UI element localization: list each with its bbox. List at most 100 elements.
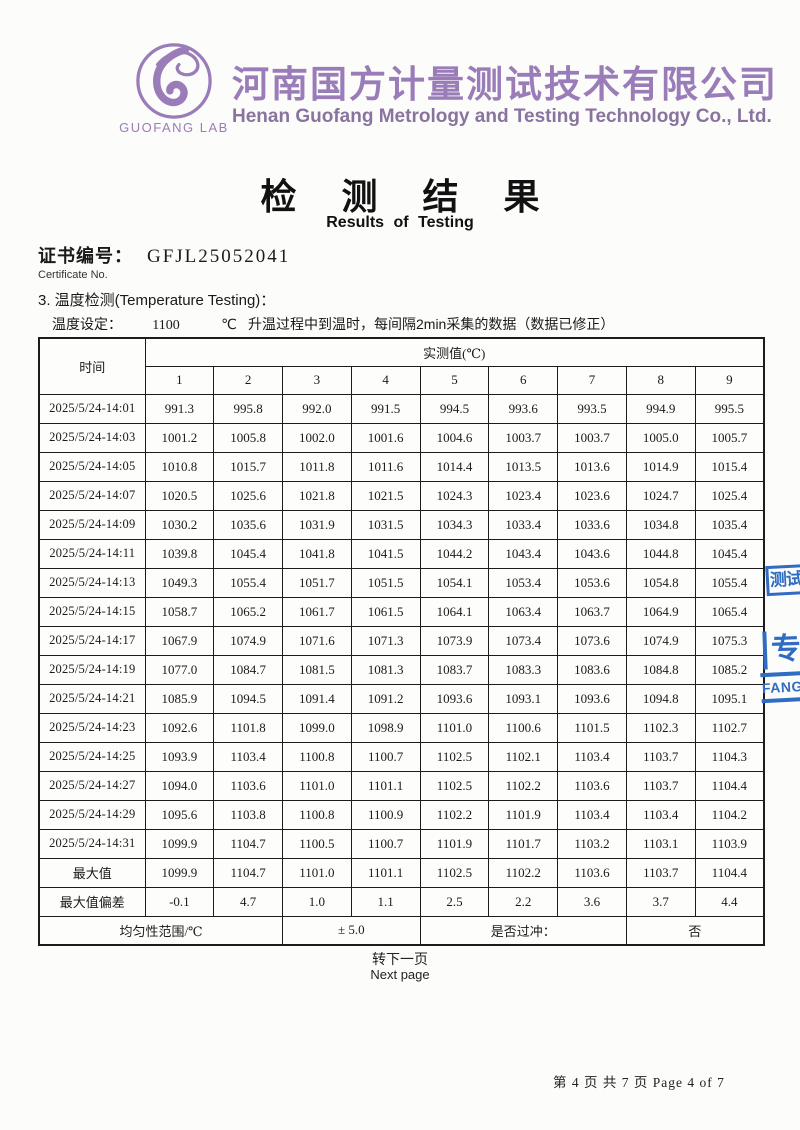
row-time: 2025/5/24-14:17 (38, 625, 146, 656)
measured-value-cell: 1055.4 (694, 567, 765, 598)
setting-unit: ℃ (221, 316, 237, 332)
measured-value-cell: 1074.9 (625, 625, 696, 656)
measured-value-cell: 991.3 (144, 393, 215, 424)
measured-value-cell: 1053.6 (557, 567, 627, 598)
measured-value-cell: 1103.6 (557, 857, 627, 888)
measured-value-cell: 1071.6 (282, 625, 352, 656)
measured-value-cell: 1102.5 (419, 741, 490, 772)
channel-header: 3 (282, 365, 352, 395)
data-row: 2025/5/24-14:07 1020.5 1025.6 1021.8 1021.5 1… (38, 480, 765, 511)
measured-value-cell: 1099.9 (144, 857, 215, 888)
measured-value-cell: 1104.3 (694, 741, 765, 772)
measured-value-cell: 1074.9 (213, 625, 284, 656)
data-row: 2025/5/24-14:29 1095.6 1103.8 1100.8 1100.9 1… (38, 799, 765, 830)
measured-value-cell: 1055.4 (213, 567, 284, 598)
setting-label: 温度设定： (52, 316, 122, 332)
measured-value-cell: 1065.2 (213, 596, 284, 627)
measured-value-cell: 994.5 (419, 393, 490, 424)
seal-fragment-zhuan: 专 (762, 630, 800, 670)
measured-value-cell: 1103.9 (694, 828, 765, 859)
measured-value-cell: 1100.5 (282, 828, 352, 859)
measured-value-cell: 1063.7 (557, 596, 627, 627)
measured-value-cell: 1103.7 (625, 741, 696, 772)
measured-value-cell: 1099.0 (282, 712, 352, 743)
measured-value-cell: 1085.9 (144, 683, 215, 714)
measured-value-cell: 1058.7 (144, 596, 215, 627)
certificate-label: 证书编号： (38, 246, 133, 266)
measured-value-cell: 1100.9 (350, 799, 421, 830)
measured-value-cell: 1073.6 (557, 625, 627, 656)
page-subtitle: Results of Testing (326, 214, 474, 231)
data-row: 2025/5/24-14:05 1010.8 1015.7 1011.8 1011.6 1… (38, 451, 765, 482)
measured-value-cell: 993.5 (557, 393, 627, 424)
measured-value-cell: 1099.9 (144, 828, 215, 859)
measured-value-cell: 1061.7 (282, 596, 352, 627)
row-time: 2025/5/24-14:21 (38, 683, 146, 714)
measured-value-cell: 1025.4 (694, 480, 765, 511)
measured-value-cell: 1101.0 (282, 857, 352, 888)
measured-value-cell: 4.4 (694, 886, 765, 917)
measured-value-cell: 995.8 (213, 393, 284, 424)
measured-value-cell: 1010.8 (144, 451, 215, 482)
measured-value-cell: 1083.3 (488, 654, 559, 685)
overshoot-value: 否 (625, 915, 765, 946)
row-time: 2025/5/24-14:09 (38, 509, 146, 540)
measured-value-cell: 1041.5 (350, 538, 421, 569)
page-title: 检 测 结 果 (260, 177, 558, 217)
measured-value-cell: 1024.3 (419, 480, 490, 511)
measured-value-cell: 1101.1 (350, 770, 421, 801)
measured-value-cell: 1094.5 (213, 683, 284, 714)
measured-value-cell: 1045.4 (213, 538, 284, 569)
measured-value-cell: -0.1 (144, 886, 215, 917)
company-logo: GUOFANG LAB (112, 40, 236, 135)
measured-value-cell: 1103.7 (625, 770, 696, 801)
next-page-note-en: Next page (370, 967, 430, 982)
overshoot-label: 是否过冲： (419, 915, 627, 946)
measured-value-cell: 1104.7 (213, 828, 284, 859)
measured-value-cell: 1093.6 (419, 683, 490, 714)
data-row: 2025/5/24-14:13 1049.3 1055.4 1051.7 1051.5 1… (38, 567, 765, 598)
measured-value-cell: 1103.8 (213, 799, 284, 830)
measured-value-cell: 1084.8 (625, 654, 696, 685)
measured-value-cell: 1053.4 (488, 567, 559, 598)
certificate-label-en: Certificate No. (38, 269, 108, 281)
measured-value-cell: 1003.7 (557, 422, 627, 453)
measured-value-cell: 1102.1 (488, 741, 559, 772)
measured-value-cell: 1103.1 (625, 828, 696, 859)
measured-value-cell: 1100.6 (488, 712, 559, 743)
measured-value-cell: 1102.2 (419, 799, 490, 830)
measured-value-cell: 1075.3 (694, 625, 765, 656)
measured-value-cell: 1073.4 (488, 625, 559, 656)
measured-value-cell: 1043.4 (488, 538, 559, 569)
data-row: 2025/5/24-14:17 1067.9 1074.9 1071.6 1071.3 1… (38, 625, 765, 656)
measured-value-cell: 1001.6 (350, 422, 421, 453)
data-row: 2025/5/24-14:27 1094.0 1103.6 1101.0 1101.1 1… (38, 770, 765, 801)
measured-value-cell: 1005.8 (213, 422, 284, 453)
measured-value-cell: 1101.0 (282, 770, 352, 801)
measured-value-cell: 991.5 (350, 393, 421, 424)
measured-value-cell: 1015.7 (213, 451, 284, 482)
row-time: 2025/5/24-14:23 (38, 712, 146, 743)
data-row: 2025/5/24-14:09 1030.2 1035.6 1031.9 1031.5 1… (38, 509, 765, 540)
measured-value-cell: 1014.4 (419, 451, 490, 482)
measured-value-cell: 1013.6 (557, 451, 627, 482)
measured-value-cell: 1104.4 (694, 770, 765, 801)
measured-value-cell: 1095.6 (144, 799, 215, 830)
data-row: 2025/5/24-14:11 1039.8 1045.4 1041.8 1041.5 1… (38, 538, 765, 569)
max-row: 最大值 1099.9 1104.7 1101.0 1101.1 1102.5 1102.2 1… (38, 857, 765, 888)
measured-value-cell: 1101.9 (488, 799, 559, 830)
measured-value-cell: 1093.9 (144, 741, 215, 772)
measured-value-cell: 1071.3 (350, 625, 421, 656)
measured-value-cell: 1025.6 (213, 480, 284, 511)
measured-value-cell: 1044.2 (419, 538, 490, 569)
row-time: 2025/5/24-14:25 (38, 741, 146, 772)
measured-value-cell: 1102.3 (625, 712, 696, 743)
data-row: 2025/5/24-14:15 1058.7 1065.2 1061.7 1061.5 1… (38, 596, 765, 627)
temperature-setting-line: 温度设定： 1100 ℃ 升温过程中到温时，每间隔2min采集的数据（数据已修正） (52, 314, 614, 334)
measured-value-cell: 1005.0 (625, 422, 696, 453)
setting-value: 1100 (152, 318, 180, 333)
data-row: 2025/5/24-14:21 1085.9 1094.5 1091.4 1091.2 1… (38, 683, 765, 714)
measured-value-cell: 1077.0 (144, 654, 215, 685)
time-column-header: 时间 (38, 337, 146, 395)
measured-value-cell: 1033.4 (488, 509, 559, 540)
